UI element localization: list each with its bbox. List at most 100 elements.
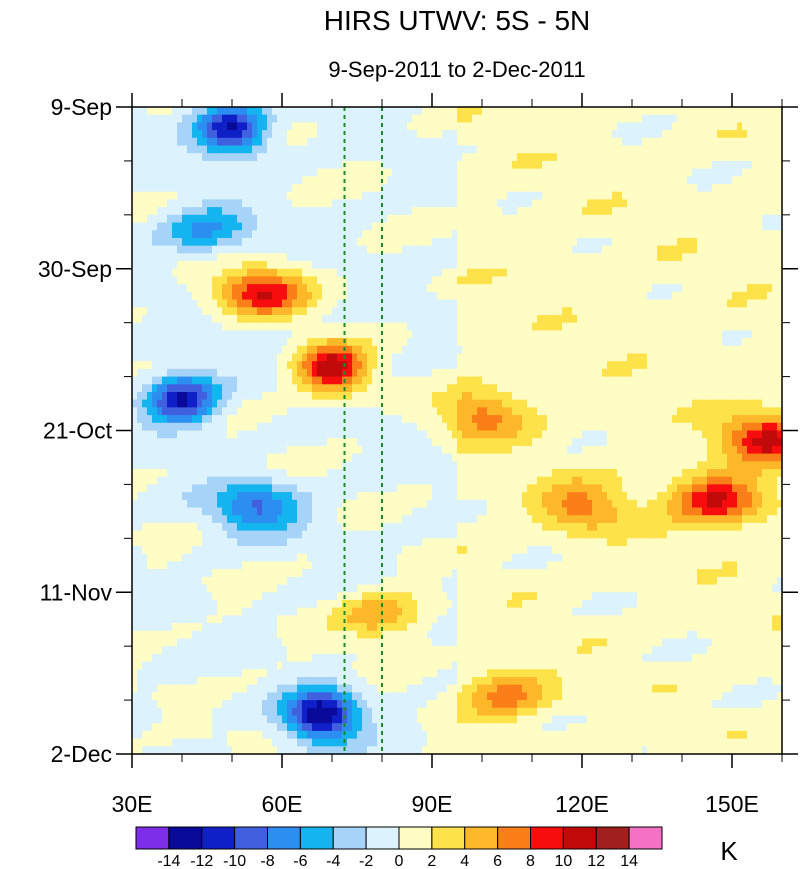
field-cell [332, 207, 338, 216]
field-cell [692, 160, 698, 170]
field-cell [717, 122, 723, 131]
field-cell [717, 291, 723, 301]
field-cell [232, 107, 238, 116]
field-cell [552, 184, 558, 193]
field-cell [182, 199, 188, 208]
field-cell [737, 276, 743, 285]
field-cell [457, 137, 463, 147]
field-cell [282, 391, 288, 401]
field-cell [432, 314, 438, 324]
field-cell [382, 237, 388, 247]
field-cell [722, 330, 728, 339]
field-cell [527, 391, 533, 401]
field-cell [142, 322, 148, 331]
field-cell [737, 314, 743, 324]
field-cell [557, 130, 563, 139]
field-cell [582, 299, 588, 308]
field-cell [562, 307, 568, 316]
field-cell [372, 214, 378, 224]
field-cell [242, 291, 248, 301]
field-cell [287, 184, 293, 193]
field-cell [432, 153, 438, 162]
field-cell [502, 222, 508, 231]
field-cell [142, 153, 148, 162]
field-cell [372, 299, 378, 308]
field-cell [322, 107, 328, 116]
field-cell [417, 122, 423, 131]
field-cell [672, 237, 678, 247]
field-cell [257, 338, 263, 347]
field-cell [517, 261, 523, 270]
field-cell [212, 391, 218, 401]
field-cell [457, 153, 463, 162]
field-cell [587, 261, 593, 270]
field-cell [347, 237, 353, 247]
field-cell [197, 207, 203, 216]
field-cell [222, 122, 228, 131]
field-cell [452, 376, 458, 385]
field-cell [262, 153, 268, 162]
field-cell [747, 145, 753, 154]
field-cell [257, 299, 263, 308]
field-cell [757, 114, 763, 123]
field-cell [202, 230, 208, 239]
field-cell [392, 353, 398, 362]
field-cell [132, 107, 138, 116]
field-cell [142, 214, 148, 224]
field-cell [282, 268, 288, 278]
field-cell [502, 107, 508, 116]
field-cell [547, 160, 553, 170]
field-cell [397, 153, 403, 162]
field-cell [142, 261, 148, 270]
field-cell [667, 222, 673, 231]
field-cell [607, 168, 613, 177]
field-cell [137, 399, 143, 408]
field-cell [257, 391, 263, 401]
field-cell [537, 299, 543, 308]
field-cell [352, 368, 358, 378]
field-cell [167, 322, 173, 331]
field-cell [387, 168, 393, 177]
field-cell [687, 130, 693, 139]
field-cell [437, 353, 443, 362]
field-cell [672, 368, 678, 378]
field-cell [287, 199, 293, 208]
field-cell [617, 222, 623, 231]
field-cell [602, 353, 608, 362]
field-cell [197, 399, 203, 408]
field-cell [352, 153, 358, 162]
field-cell [397, 184, 403, 193]
field-cell [262, 176, 268, 185]
field-cell [282, 284, 288, 293]
field-cell [767, 137, 773, 147]
field-cell [327, 353, 333, 362]
field-cell [317, 214, 323, 224]
field-cell [312, 191, 318, 201]
field-cell [692, 322, 698, 331]
field-cell [232, 307, 238, 316]
field-cell [427, 168, 433, 177]
field-cell [392, 253, 398, 262]
field-cell [442, 230, 448, 239]
field-cell [412, 384, 418, 393]
field-cell [497, 191, 503, 201]
field-cell [227, 222, 233, 231]
field-cell [282, 384, 288, 393]
field-cell [777, 276, 783, 285]
field-cell [532, 253, 538, 262]
field-cell [312, 353, 318, 362]
field-cell [587, 168, 593, 177]
field-cell [702, 261, 708, 270]
field-cell [207, 322, 213, 331]
field-cell [337, 261, 343, 270]
field-cell [202, 191, 208, 201]
field-cell [227, 391, 233, 401]
field-cell [452, 338, 458, 347]
field-cell [217, 191, 223, 201]
field-cell [752, 291, 758, 301]
field-cell [622, 230, 628, 239]
field-cell [382, 153, 388, 162]
field-cell [362, 114, 368, 123]
field-cell [362, 130, 368, 139]
field-cell [392, 291, 398, 301]
